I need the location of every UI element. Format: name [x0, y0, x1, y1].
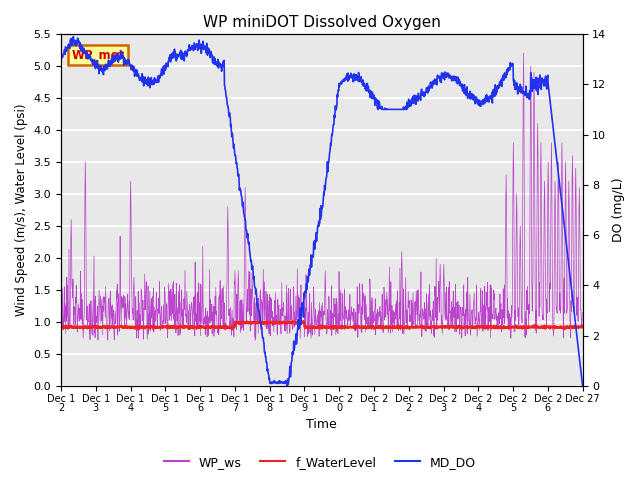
X-axis label: Time: Time — [307, 419, 337, 432]
Y-axis label: Wind Speed (m/s), Water Level (psi): Wind Speed (m/s), Water Level (psi) — [15, 104, 28, 316]
Y-axis label: DO (mg/L): DO (mg/L) — [612, 178, 625, 242]
Title: WP miniDOT Dissolved Oxygen: WP miniDOT Dissolved Oxygen — [203, 15, 441, 30]
Text: WP_met: WP_met — [72, 48, 125, 61]
Legend: WP_ws, f_WaterLevel, MD_DO: WP_ws, f_WaterLevel, MD_DO — [159, 451, 481, 474]
